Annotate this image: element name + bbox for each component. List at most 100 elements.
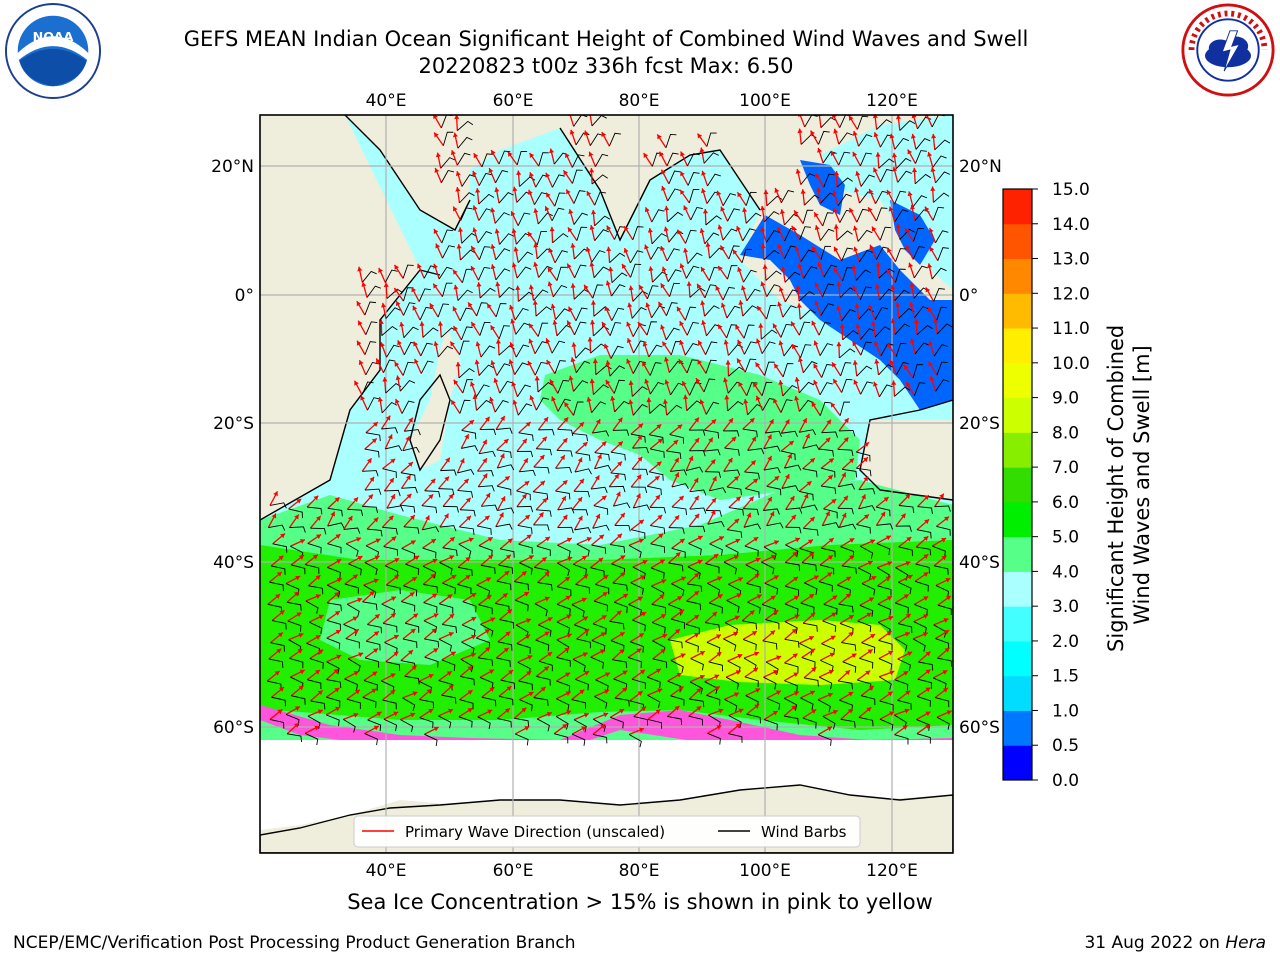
wind-barb [764,211,780,223]
wind-barb [689,525,706,533]
wave-arrow-head [925,724,931,730]
wind-barb [479,677,494,689]
wave-arrow-head [358,652,364,658]
wave-arrow-head [489,687,495,692]
colorbar-tick-label: 11.0 [1052,319,1090,339]
wind-barb [517,251,534,263]
wind-barb [610,716,624,729]
wave-arrow-head [705,242,711,247]
wave-arrow-head [510,211,516,217]
wave-arrow-head [598,557,604,563]
wind-barb [628,544,642,559]
wind-barb [517,212,531,226]
wave-arrow-head [793,691,799,696]
wind-barb [326,637,341,650]
wind-barb [898,546,913,557]
wave-arrow-head [373,517,379,523]
wind-barb [576,543,590,557]
wind-barb [403,326,419,338]
wind-barb [817,699,831,713]
wind-barb [480,564,496,574]
wave-arrow-head [925,669,931,675]
sea-ice-note: Sea Ice Concentration > 15% is shown in … [347,890,933,914]
wind-barb [800,249,815,262]
wind-barb [819,564,835,575]
wave-arrow-head [452,132,458,138]
wind-barb [818,130,830,145]
host-name: Hera [1225,933,1266,953]
date-text: 31 Aug 2022 on [1084,933,1226,953]
wind-barb [574,264,587,279]
wave-arrow-head [701,188,706,194]
wave-arrow-head [541,436,547,442]
wave-arrow-head [852,151,858,157]
wave-arrow-head [928,340,934,346]
wind-barb [742,428,758,438]
wave-arrow-head [827,475,833,480]
wave-arrow-head [678,359,684,365]
wave-arrow-head [686,281,692,286]
wind-barb [381,401,398,414]
wind-barb [494,212,510,224]
wave-arrow-head [664,205,670,211]
wind-barb [818,676,833,690]
wind-barb [651,233,668,245]
wind-barb [441,169,455,183]
wind-barb [612,429,630,436]
wave-arrow-head [683,394,689,400]
wave-arrow-head [393,574,399,580]
wind-barb [766,697,781,710]
wave-arrow-head [751,436,756,442]
wind-barb [821,547,836,558]
wind-barb [897,658,911,672]
wind-barb [800,173,816,185]
wind-barb [403,585,418,597]
wind-barb [880,169,893,183]
wind-barb [590,486,608,493]
wind-barb [879,676,892,690]
wave-arrow-head [448,494,454,500]
wind-barb [727,529,743,538]
wind-barb [743,269,757,283]
wave-arrow-head [832,709,838,715]
wind-barb [632,619,646,632]
wind-barb [367,528,383,537]
wind-barb [897,699,912,710]
wind-barb [802,209,814,224]
wave-arrow-head [279,687,284,692]
colorbar: 0.00.51.01.52.03.04.05.06.07.08.09.010.0… [1002,180,1090,791]
wave-arrow-head [372,671,378,677]
wave-arrow-head [789,495,795,501]
wind-barb [609,620,625,630]
wind-barb [782,385,798,397]
wind-barb [595,679,609,692]
wave-arrow-head [540,480,545,486]
wave-arrow-head [583,616,589,622]
wind-barb [422,327,439,338]
wave-arrow-head [510,318,516,324]
wave-arrow-head [408,650,413,655]
wind-barb [705,471,722,478]
wave-arrow-head [279,610,285,616]
wind-barb [343,527,361,534]
wind-barb [876,207,888,222]
wind-barb [744,471,760,480]
wind-barb [613,502,631,509]
wind-barb [895,248,907,262]
wave-arrow-head [357,320,363,326]
wave-arrow-head [487,709,493,715]
wave-arrow-head [435,152,441,158]
wave-arrow-head [906,381,911,387]
wave-arrow-head [700,266,706,272]
wave-arrow-head [293,591,299,597]
wave-arrow-head [731,436,737,442]
wind-barb [496,580,512,591]
wave-arrow-head [527,360,533,366]
wind-barb [593,325,610,337]
wind-barb [386,584,401,595]
wave-arrow-head [347,515,353,521]
colorbar-tick-label: 8.0 [1052,423,1079,443]
wind-barb [858,249,873,263]
wave-arrow-head [791,225,797,231]
wind-barb [537,382,554,393]
